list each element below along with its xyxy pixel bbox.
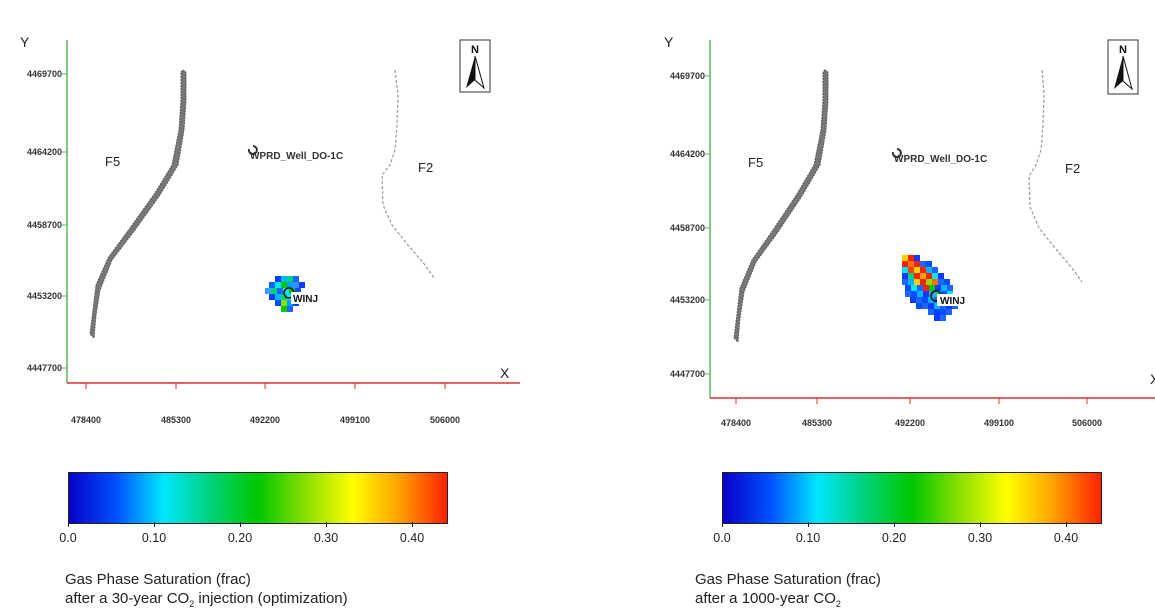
colorbar-tick: 0.20	[881, 531, 907, 545]
y-tick: 4464200	[27, 147, 62, 157]
caption-title: Gas Phase Saturation (frac)	[65, 571, 251, 588]
y-ticks: 4469700 4464200 4458700 4453200 4447700	[670, 71, 705, 379]
injector-label-bg	[937, 294, 967, 306]
map-panel-30-year: Y X 4469700 4464200 4458700 4453200 4447…	[0, 0, 560, 616]
colorbar-tick: 0.10	[795, 531, 821, 545]
colorbar-tick: 0.10	[141, 531, 167, 545]
fault-f2-label: F2	[418, 160, 433, 175]
x-tickmarks	[735, 398, 1088, 404]
y-axis-label: Y	[20, 34, 30, 50]
fault-f2	[381, 69, 435, 279]
colorbar-ticks: 0.0 0.10 0.20 0.30 0.40	[59, 531, 446, 547]
colorbar-ticks: 0.0 0.10 0.20 0.30 0.40	[713, 531, 1100, 547]
x-tick: 492200	[895, 418, 925, 428]
y-ticks: 4469700 4464200 4458700 4453200 4447700	[27, 69, 62, 373]
map-panel-1000-year: Y X 4469700 4464200 4458700 4453200 4447…	[650, 0, 1155, 616]
x-tick: 499100	[340, 415, 370, 425]
y-tick: 4453200	[27, 291, 62, 301]
x-tick: 478400	[71, 415, 101, 425]
colorbar-tick: 0.20	[227, 531, 253, 545]
colorbar	[68, 472, 448, 524]
north-arrow-icon	[1114, 56, 1123, 89]
y-tick: 4469700	[670, 71, 705, 81]
y-axis-label: Y	[664, 34, 674, 50]
caption: Gas Phase Saturation (frac) after a 1000…	[695, 570, 881, 614]
fault-f5	[89, 69, 187, 340]
fault-f5	[733, 69, 829, 344]
fault-f5-label: F5	[748, 155, 763, 170]
y-tickmarks	[62, 73, 67, 369]
x-tick: 485300	[161, 415, 191, 425]
saturation-map: Y X 4469700 4464200 4458700 4453200 4447…	[664, 34, 1155, 428]
y-tick: 4458700	[27, 220, 62, 230]
x-ticks: 478400 485300 492200 499100 506000	[721, 418, 1102, 428]
monitor-well-label: WPRD_Well_DO-1C	[250, 151, 343, 162]
x-tickmarks	[85, 383, 446, 389]
x-tick: 499100	[984, 418, 1014, 428]
y-tick: 4453200	[670, 295, 705, 305]
caption: Gas Phase Saturation (frac) after a 30-y…	[65, 570, 348, 614]
y-tick: 4469700	[27, 69, 62, 79]
x-tick: 506000	[1072, 418, 1102, 428]
colorbar-tick: 0.40	[399, 531, 425, 545]
caption-subtitle: after a 1000-year CO2	[695, 590, 841, 609]
x-axis-label: X	[500, 365, 510, 381]
y-tickmarks	[705, 75, 710, 375]
north-arrow-icon	[466, 56, 475, 88]
monitor-well-icon	[891, 148, 902, 158]
monitor-well-label: WPRD_Well_DO-1C	[894, 154, 987, 165]
north-label: N	[471, 44, 479, 56]
fault-f5-label: F5	[105, 154, 120, 169]
colorbar-tickmarks	[68, 522, 446, 528]
colorbar-tick: 0.0	[713, 531, 731, 545]
monitor-well-icon	[247, 145, 258, 155]
north-label: N	[1119, 44, 1127, 56]
injector-well-label: WINJ	[940, 296, 965, 307]
fault-f2-label: F2	[1065, 161, 1080, 176]
x-tick: 506000	[430, 415, 460, 425]
x-tick: 485300	[802, 418, 832, 428]
x-axis-label: X	[1150, 371, 1155, 387]
injector-well-label: WINJ	[293, 294, 318, 305]
caption-title: Gas Phase Saturation (frac)	[695, 571, 881, 588]
caption-subtitle: after a 30-year CO2 injection (optimizat…	[65, 590, 348, 609]
injector-label-bg	[291, 292, 321, 304]
y-tick: 4464200	[670, 149, 705, 159]
x-tick: 478400	[721, 418, 751, 428]
x-tick: 492200	[250, 415, 280, 425]
saturation-map: Y X 4469700 4464200 4458700 4453200 4447…	[20, 34, 520, 425]
y-tick: 4447700	[27, 363, 62, 373]
colorbar-tick: 0.40	[1053, 531, 1079, 545]
colorbar	[722, 472, 1102, 524]
fault-f2	[1028, 69, 1083, 283]
co2-plume	[902, 255, 958, 321]
x-ticks: 478400 485300 492200 499100 506000	[71, 415, 460, 425]
colorbar-tick: 0.30	[967, 531, 993, 545]
colorbar-tickmarks	[722, 522, 1100, 528]
colorbar-tick: 0.0	[59, 531, 77, 545]
y-tick: 4447700	[670, 369, 705, 379]
colorbar-tick: 0.30	[313, 531, 339, 545]
y-tick: 4458700	[670, 223, 705, 233]
